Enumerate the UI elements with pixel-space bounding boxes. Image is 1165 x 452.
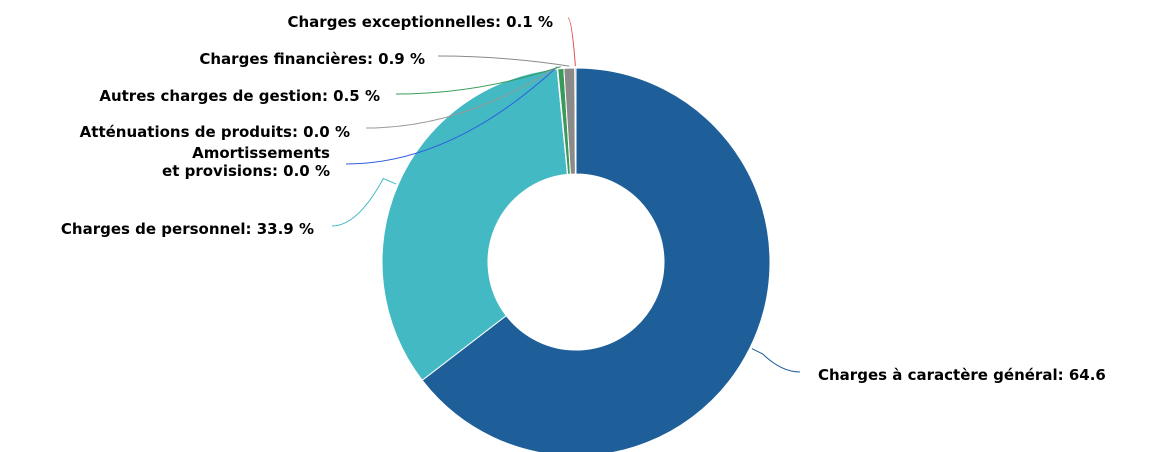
donut-slice[interactable] <box>381 68 568 381</box>
donut-slice[interactable] <box>421 67 771 452</box>
slice-label-line: Charges à caractère général: 64.6 <box>818 366 1106 384</box>
slice-label: Autres charges de gestion: 0.5 % <box>99 87 380 105</box>
slice-label: Charges financières: 0.9 % <box>199 50 425 68</box>
slice-label: Amortissements et provisions: 0.0 % <box>162 144 330 180</box>
slice-label-line: Charges de personnel: 33.9 % <box>61 220 314 238</box>
slice-label-line: Amortissements <box>192 144 330 162</box>
donut-slices <box>381 67 771 452</box>
slice-label-line: et provisions: 0.0 % <box>162 162 330 180</box>
slice-label-line: Charges exceptionnelles: 0.1 % <box>288 13 554 31</box>
leader-lines <box>331 17 801 373</box>
slice-label-line: Charges financières: 0.9 % <box>199 50 425 68</box>
donut-slice[interactable] <box>574 67 577 175</box>
slice-labels: Charges à caractère général: 64.6 Charges… <box>61 13 1106 384</box>
slice-label: Charges de personnel: 33.9 % <box>61 220 314 238</box>
slice-label: Charges exceptionnelles: 0.1 % <box>288 13 554 31</box>
slice-label: Atténuations de produits: 0.0 % <box>80 123 350 141</box>
leader-line <box>395 66 561 95</box>
leader-line <box>365 66 558 129</box>
slice-label-line: Autres charges de gestion: 0.5 % <box>99 87 380 105</box>
leader-line <box>567 17 576 67</box>
slice-label-line: Atténuations de produits: 0.0 % <box>80 123 350 141</box>
leader-line <box>437 55 570 67</box>
leader-line <box>331 177 397 227</box>
leader-line <box>345 66 558 165</box>
slice-label: Charges à caractère général: 64.6 <box>818 366 1106 384</box>
leader-line <box>751 348 801 373</box>
